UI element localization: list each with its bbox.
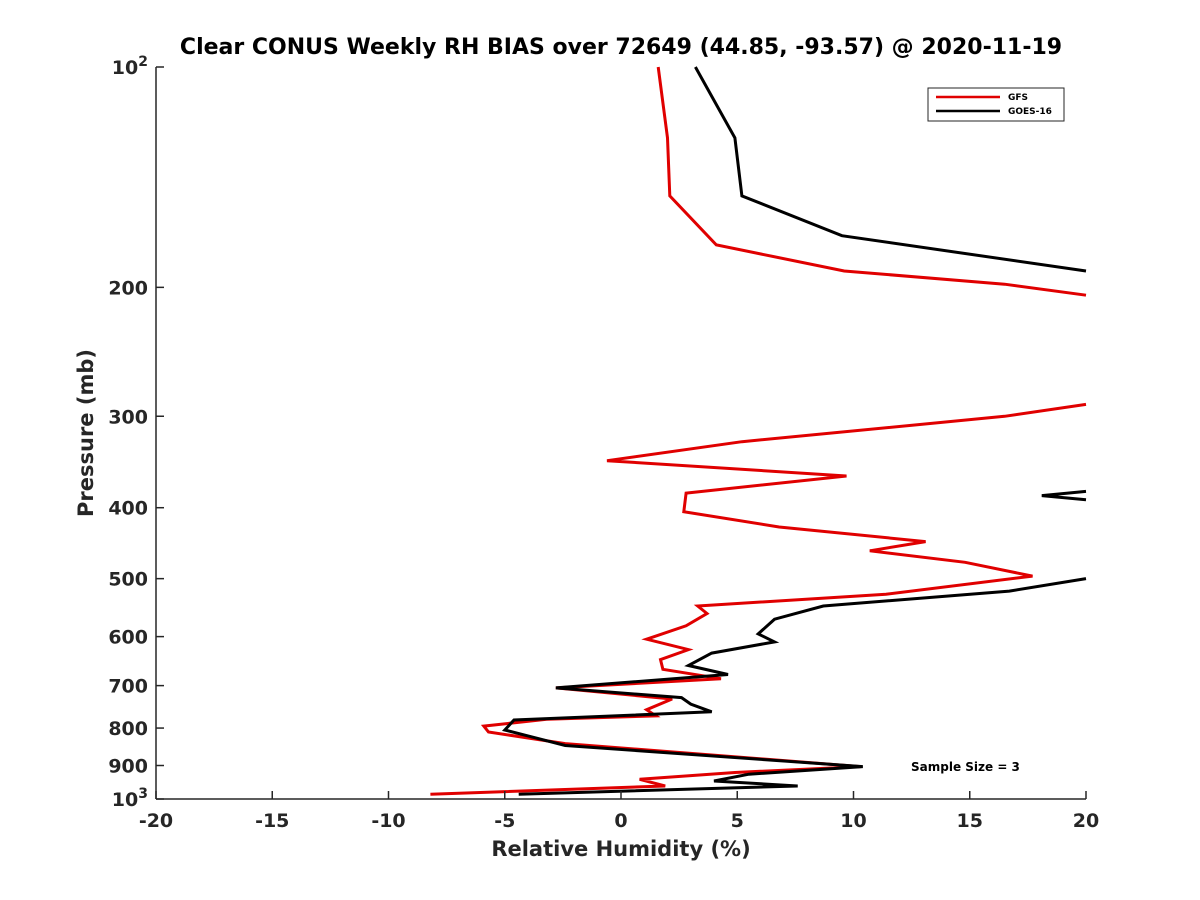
sample-size-note: Sample Size = 3 — [911, 760, 1020, 774]
y-tick-label: 700 — [108, 676, 148, 698]
series-line-goes16-segment-3 — [501, 577, 1087, 796]
x-axis-title: Relative Humidity (%) — [491, 837, 750, 861]
y-tick-label: 400 — [108, 498, 148, 520]
legend-box — [927, 87, 1065, 122]
series-layer — [430, 66, 1087, 796]
legend-label-gfs: GFS — [1008, 93, 1028, 103]
y-axis-title: Pressure (mb) — [74, 349, 98, 517]
series-line-goes16-segment-2 — [1041, 489, 1087, 502]
x-tick-label: 15 — [957, 810, 983, 832]
x-tick-label: 0 — [614, 810, 627, 832]
y-tick-label: 900 — [108, 756, 148, 778]
x-tick-label: 5 — [731, 810, 744, 832]
y-tick-label: 500 — [108, 569, 148, 591]
x-tick-label: -10 — [371, 810, 405, 832]
y-tick-label: 103 — [112, 786, 148, 811]
legend-label-goes16: GOES-16 — [1008, 107, 1052, 117]
y-tick-label: 102 — [112, 54, 148, 79]
x-tick-label: 10 — [840, 810, 866, 832]
x-tick-label: -5 — [494, 810, 515, 832]
plot-area — [156, 67, 1086, 799]
x-tick-label: -20 — [139, 810, 173, 832]
series-line-goes16-segment-1 — [694, 66, 1087, 273]
y-tick-label: 600 — [108, 627, 148, 649]
y-tick-label: 800 — [108, 718, 148, 740]
y-axis-ticks: 102 200 300 400 500 600 700 800 900 103 — [108, 54, 164, 811]
x-tick-label: 20 — [1073, 810, 1099, 832]
series-line-gfs-segment-1 — [656, 66, 1087, 297]
y-tick-label: 200 — [108, 277, 148, 299]
x-axis-ticks: -20 -15 -10 -5 0 5 10 15 20 — [139, 791, 1099, 832]
x-tick-label: -15 — [255, 810, 289, 832]
y-tick-label: 300 — [108, 406, 148, 428]
series-line-gfs-segment-2 — [430, 402, 1087, 796]
chart-title: Clear CONUS Weekly RH BIAS over 72649 (4… — [180, 35, 1062, 60]
legend: GFS GOES-16 — [927, 87, 1065, 122]
